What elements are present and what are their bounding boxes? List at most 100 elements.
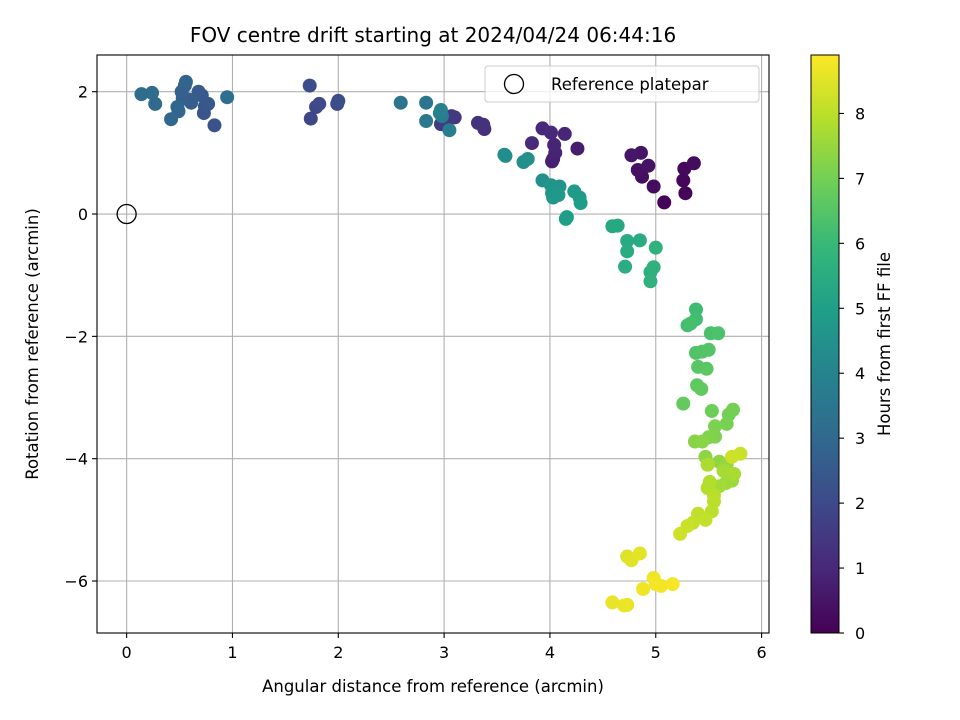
scatter-point — [708, 419, 723, 434]
scatter-point — [624, 148, 639, 163]
scatter-point — [630, 162, 645, 177]
colorbar-tick-label: 5 — [855, 299, 865, 318]
scatter-point — [164, 112, 179, 127]
colorbar-tick-label: 0 — [855, 624, 865, 643]
colorbar-gradient — [810, 54, 840, 634]
colorbar-tick-label: 6 — [855, 234, 865, 253]
scatter-point — [700, 457, 715, 472]
scatter-point — [419, 95, 434, 110]
x-tick-label: 0 — [122, 643, 132, 662]
scatter-point — [303, 111, 318, 126]
scatter-point — [551, 188, 566, 203]
scatter-point — [694, 381, 709, 396]
scatter-point — [695, 434, 710, 449]
scatter-point — [676, 396, 691, 411]
grid-lines — [97, 55, 769, 633]
x-tick-label: 4 — [545, 643, 555, 662]
colorbar-tick-label: 4 — [855, 364, 865, 383]
scatter-point — [547, 137, 562, 152]
scatter-point — [686, 156, 701, 171]
scatter-point — [524, 136, 539, 151]
plot-frame — [96, 54, 770, 634]
scatter-point — [636, 581, 651, 596]
scatter-point — [654, 578, 669, 593]
scatter-point — [207, 118, 222, 133]
scatter-point — [698, 512, 713, 527]
scatter-point — [646, 260, 661, 275]
y-tick-label: −6 — [64, 572, 88, 591]
scatter-point — [683, 316, 698, 331]
x-axis-ticks: 0 1 2 3 4 5 6 — [122, 633, 767, 662]
scatter-point — [220, 90, 235, 105]
x-tick-label: 2 — [333, 643, 343, 662]
y-tick-label: −4 — [64, 450, 88, 469]
scatter-point — [470, 115, 485, 130]
scatter-point — [688, 302, 703, 317]
scatter-point — [573, 196, 588, 211]
scatter-point — [620, 244, 635, 259]
legend-label: Reference platepar — [551, 75, 709, 94]
scatter-point — [716, 463, 731, 478]
x-tick-label: 6 — [756, 643, 766, 662]
reference-platepar-marker — [116, 203, 137, 225]
x-tick-label: 1 — [227, 643, 237, 662]
scatter-point — [699, 361, 714, 376]
colorbar-tick-label: 3 — [855, 429, 865, 448]
scatter-point — [433, 103, 448, 118]
scatter-point — [632, 233, 647, 248]
scatter-point — [618, 259, 633, 274]
scatter-point — [648, 240, 663, 255]
scatter-point — [191, 84, 206, 99]
scatter-point — [620, 233, 635, 248]
y-tick-label: 2 — [78, 83, 88, 102]
x-tick-label: 3 — [439, 643, 449, 662]
scatter-point — [727, 466, 742, 481]
legend-marker-icon — [503, 73, 525, 95]
x-tick-label: 5 — [651, 643, 661, 662]
scatter-point — [134, 87, 149, 102]
scatter-point — [605, 595, 620, 610]
colorbar-ticks: 0 1 2 3 4 5 6 7 8 — [839, 104, 865, 643]
scatter-point — [178, 74, 193, 89]
scatter-point — [673, 526, 688, 541]
scatter-point — [419, 114, 434, 129]
y-axis-ticks: 2 0 −2 −4 −6 — [64, 83, 97, 591]
scatter-point — [704, 403, 719, 418]
y-axis-title: Rotation from reference (arcmin) — [23, 208, 42, 480]
colorbar-title: Hours from first FF file — [875, 252, 894, 436]
scatter-point — [170, 99, 185, 114]
scatter-point — [498, 148, 513, 163]
scatter-point — [724, 449, 739, 464]
scatter-point — [726, 402, 741, 417]
scatter-point — [312, 96, 327, 111]
scatter-point — [711, 326, 726, 341]
scatter-point — [302, 78, 317, 93]
colorbar: 0 1 2 3 4 5 6 7 8 Hours from first FF file — [810, 54, 894, 643]
legend: Reference platepar — [484, 65, 760, 103]
scatter-point — [558, 211, 573, 226]
colorbar-tick-label: 2 — [855, 494, 865, 513]
colorbar-tick-label: 1 — [855, 559, 865, 578]
data-points — [134, 74, 748, 613]
scatter-point — [520, 151, 535, 166]
y-tick-label: −2 — [64, 327, 88, 346]
scatter-point — [665, 577, 680, 592]
scatter-point — [557, 126, 572, 141]
scatter-point — [145, 85, 160, 100]
scatter-point — [442, 123, 457, 138]
scatter-point — [676, 173, 691, 188]
colorbar-tick-label: 8 — [855, 104, 865, 123]
scatter-point — [535, 121, 550, 136]
scatter-point — [678, 186, 693, 201]
colorbar-tick-label: 7 — [855, 169, 865, 188]
scatter-point — [393, 95, 408, 110]
scatter-point — [643, 274, 658, 289]
scatter-point — [641, 158, 656, 173]
scatter-point — [148, 96, 163, 111]
scatter-point — [646, 179, 661, 194]
x-axis-title: Angular distance from reference (arcmin) — [262, 677, 604, 696]
chart-title: FOV centre drift starting at 2024/04/24 … — [190, 23, 676, 47]
y-tick-label: 0 — [78, 205, 88, 224]
scatter-point — [657, 195, 672, 210]
